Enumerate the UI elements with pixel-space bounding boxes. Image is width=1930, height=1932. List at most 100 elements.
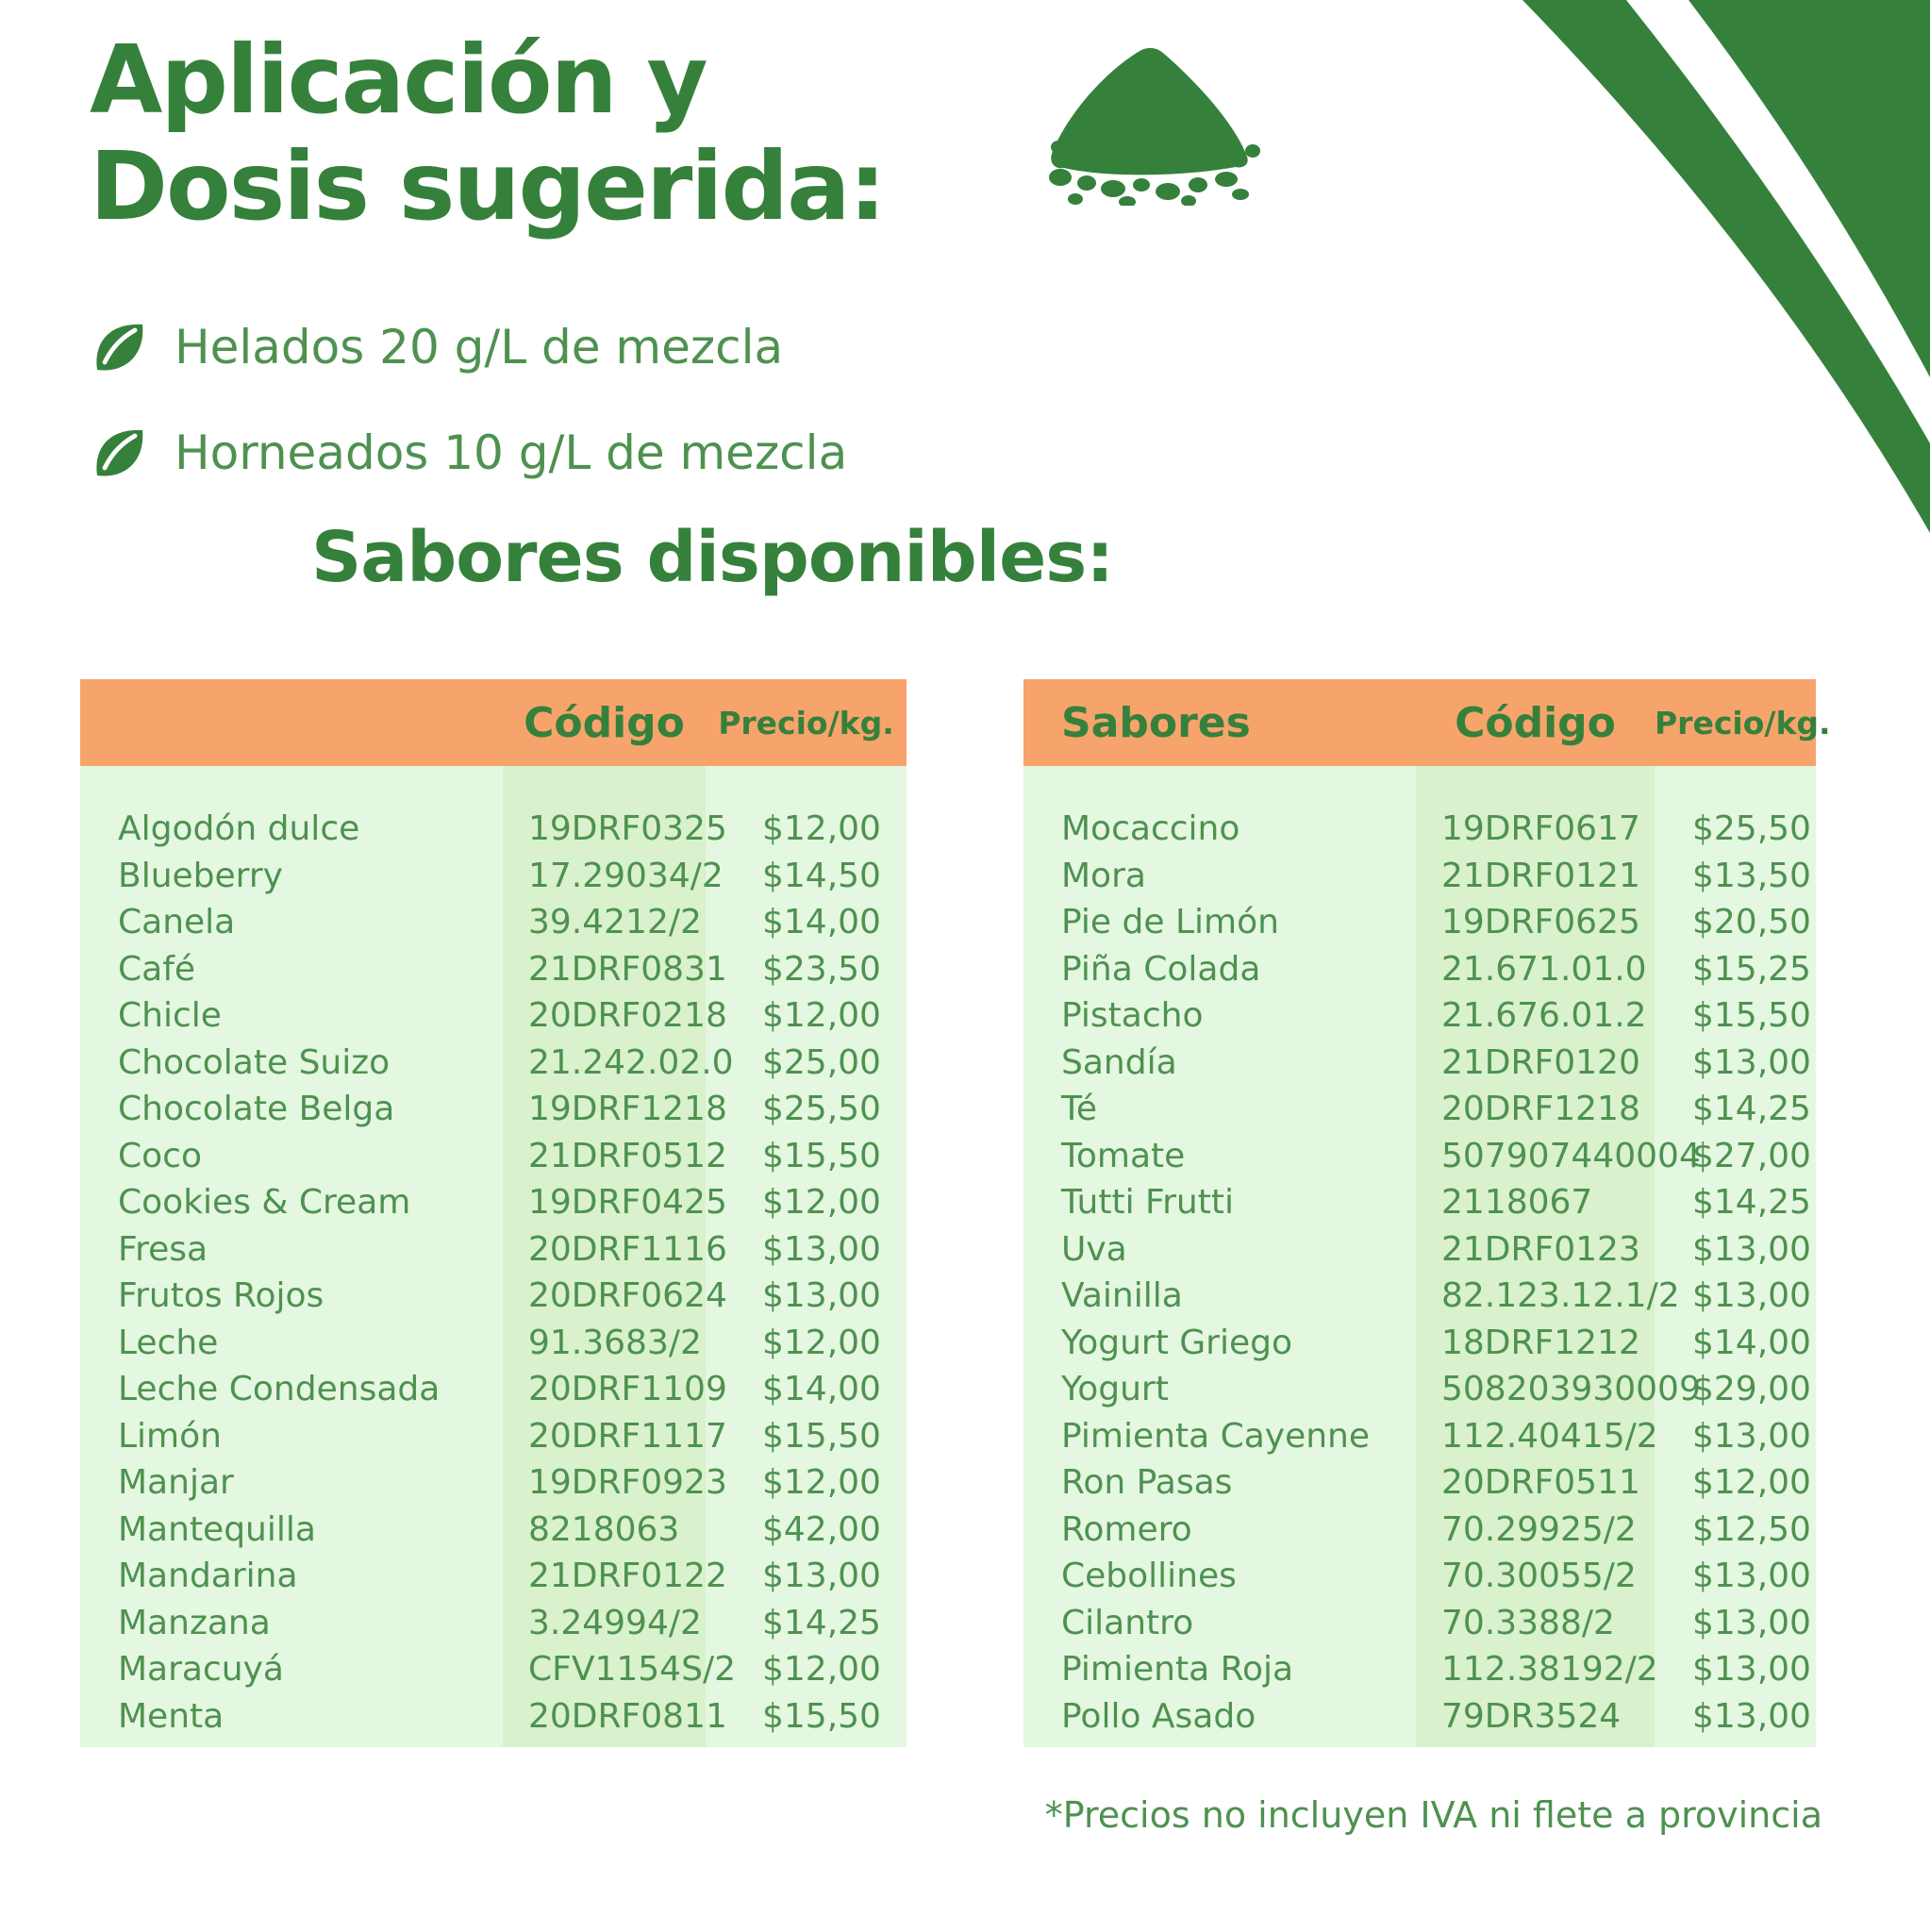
flavor-price: $14,25	[1692, 1183, 1811, 1223]
page-title: Aplicación y Dosis sugerida:	[90, 25, 887, 242]
flavor-name: Leche Condensada	[118, 1370, 441, 1409]
code-column-band	[503, 766, 706, 1747]
flavor-price: $14,00	[762, 1370, 881, 1409]
flavor-price: $15,50	[762, 1136, 881, 1175]
dosage-text: Helados 20 g/L de mezcla	[175, 320, 784, 375]
flavor-name: Canela	[118, 903, 236, 942]
table-row: Mora 21DRF0121 $13,50	[1023, 853, 1816, 900]
flavor-name: Vainilla	[1061, 1276, 1183, 1316]
table-row: Té 20DRF1218 $14,25	[1023, 1086, 1816, 1133]
table-row: Chicle 20DRF0218 $12,00	[80, 992, 907, 1040]
flavor-name: Mocaccino	[1061, 809, 1240, 849]
column-header-codigo: Código	[1455, 698, 1616, 747]
table-row: Yogurt 508203930009 $29,00	[1023, 1366, 1816, 1413]
flavor-price: $13,00	[762, 1276, 881, 1316]
flavor-price: $12,00	[762, 1323, 881, 1362]
table-row: Yogurt Griego 18DRF1212 $14,00	[1023, 1320, 1816, 1367]
flavor-name: Fresa	[118, 1229, 208, 1269]
flavor-name: Café	[118, 949, 196, 989]
flavor-price: $14,25	[1692, 1090, 1811, 1129]
flavor-price: $25,50	[762, 1090, 881, 1129]
table-row: Ron Pasas 20DRF0511 $12,00	[1023, 1459, 1816, 1507]
flavor-name: Tutti Frutti	[1061, 1183, 1234, 1223]
table-row: Piña Colada 21.671.01.0 $15,25	[1023, 946, 1816, 993]
flavor-price: $25,00	[762, 1042, 881, 1082]
table-body: Algodón dulce 19DRF0325 $12,00 Blueberry 17.…	[80, 766, 907, 1747]
table-row: Cebollines 70.30055/2 $13,00	[1023, 1553, 1816, 1600]
flavor-code: 20DRF1116	[528, 1229, 727, 1269]
flavor-price: $15,50	[762, 1416, 881, 1456]
flavor-price: $29,00	[1692, 1370, 1811, 1409]
table-row: Leche Condensada 20DRF1109 $14,00	[80, 1366, 907, 1413]
flavor-price: $14,25	[762, 1603, 881, 1642]
table-row: Coco 21DRF0512 $15,50	[80, 1133, 907, 1180]
flavor-name: Té	[1061, 1090, 1098, 1129]
flavors-table-right: Sabores Código Precio/kg. Mocaccino 19DRF…	[1023, 679, 1831, 1747]
flavor-name: Tomate	[1061, 1136, 1186, 1175]
flavor-name: Yogurt	[1061, 1370, 1169, 1409]
column-header-precio: Precio/kg.	[718, 704, 894, 741]
flavor-name: Sandía	[1061, 1042, 1177, 1082]
flavor-name: Menta	[118, 1696, 225, 1736]
flavor-name: Pimienta Cayenne	[1061, 1416, 1371, 1456]
table-row: Frutos Rojos 20DRF0624 $13,00	[80, 1273, 907, 1320]
flavor-code: 91.3683/2	[528, 1323, 702, 1362]
flavor-price: $13,00	[1692, 1603, 1811, 1642]
table-row: Canela 39.4212/2 $14,00	[80, 899, 907, 946]
table-row: Vainilla 82.123.12.1/2 $13,00	[1023, 1273, 1816, 1320]
table-row: Pistacho 21.676.01.2 $15,50	[1023, 992, 1816, 1040]
flavor-name: Piña Colada	[1061, 949, 1261, 989]
table-row: Chocolate Suizo 21.242.02.0 $25,00	[80, 1040, 907, 1087]
flavor-name: Coco	[118, 1136, 202, 1175]
flavor-code: 21.676.01.2	[1441, 996, 1647, 1036]
flavor-name: Pie de Limón	[1061, 903, 1279, 942]
table-row: Maracuyá CFV1154S/2 $12,00	[80, 1646, 907, 1693]
flavor-code: 70.30055/2	[1441, 1557, 1637, 1596]
flavor-code: 508203930009	[1441, 1370, 1701, 1409]
corner-swoosh-decoration	[1522, 0, 1930, 533]
flavor-code: 112.40415/2	[1441, 1416, 1658, 1456]
table-row: Pollo Asado 79DR3524 $13,00	[1023, 1693, 1816, 1740]
flavor-price: $27,00	[1692, 1136, 1811, 1175]
flavor-name: Pistacho	[1061, 996, 1204, 1036]
flavor-code: 20DRF1109	[528, 1370, 727, 1409]
flavor-code: 21.671.01.0	[1441, 949, 1647, 989]
table-row: Blueberry 17.29034/2 $14,50	[80, 853, 907, 900]
flavor-price: $14,00	[1692, 1323, 1811, 1362]
table-row: Sandía 21DRF0120 $13,00	[1023, 1040, 1816, 1087]
table-row: Uva 21DRF0123 $13,00	[1023, 1226, 1816, 1274]
table-row: Cilantro 70.3388/2 $13,00	[1023, 1600, 1816, 1647]
table-row: Cookies & Cream 19DRF0425 $12,00	[80, 1179, 907, 1226]
table-row: Manzana 3.24994/2 $14,25	[80, 1600, 907, 1647]
flavor-code: 70.29925/2	[1441, 1509, 1637, 1549]
section-title: Sabores disponibles:	[311, 517, 1114, 598]
flavor-code: 21DRF0121	[1441, 856, 1640, 895]
table-row: Manjar 19DRF0923 $12,00	[80, 1459, 907, 1507]
flavor-code: 112.38192/2	[1441, 1650, 1658, 1690]
flavor-code: 3.24994/2	[528, 1603, 702, 1642]
flavor-price: $12,50	[1692, 1509, 1811, 1549]
dosage-text: Horneados 10 g/L de mezcla	[175, 425, 848, 480]
flavor-name: Mandarina	[118, 1557, 298, 1596]
column-header-codigo: Código	[524, 698, 685, 747]
flavor-price: $25,50	[1692, 809, 1811, 849]
flavor-code: 20DRF1117	[528, 1416, 727, 1456]
flavor-name: Limón	[118, 1416, 222, 1456]
table-row: Mantequilla 8218063 $42,00	[80, 1507, 907, 1554]
flavor-price: $13,00	[1692, 1557, 1811, 1596]
page-title-line2: Dosis sugerida:	[90, 131, 887, 242]
table-body: Mocaccino 19DRF0617 $25,50 Mora 21DRF0121 $13…	[1023, 766, 1816, 1747]
flavor-price: $23,50	[762, 949, 881, 989]
flavor-code: 39.4212/2	[528, 903, 702, 942]
flavor-name: Romero	[1061, 1509, 1192, 1549]
flavor-code: 19DRF0617	[1441, 809, 1640, 849]
table-row: Mandarina 21DRF0122 $13,00	[80, 1553, 907, 1600]
table-header: Código Precio/kg.	[80, 679, 907, 766]
table-row: Tutti Frutti 2118067 $14,25	[1023, 1179, 1816, 1226]
table-row: Leche 91.3683/2 $12,00	[80, 1320, 907, 1367]
flavor-name: Chicle	[118, 996, 222, 1036]
table-row: Limón 20DRF1117 $15,50	[80, 1413, 907, 1460]
price-footnote: *Precios no incluyen IVA ni flete a prov…	[1044, 1794, 1822, 1836]
flavor-price: $12,00	[762, 996, 881, 1036]
page-title-line1: Aplicación y	[90, 25, 708, 135]
